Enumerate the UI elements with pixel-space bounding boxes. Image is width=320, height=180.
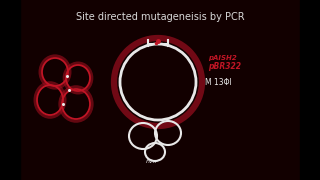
Bar xyxy=(300,0,320,180)
Text: pAISH2: pAISH2 xyxy=(208,55,237,61)
Bar xyxy=(0,0,20,180)
Text: M 13ΦI: M 13ΦI xyxy=(205,78,232,87)
Text: pBR322: pBR322 xyxy=(208,62,241,71)
Text: hvx: hvx xyxy=(146,159,158,164)
Text: Site directed mutageneisis by PCR: Site directed mutageneisis by PCR xyxy=(76,12,244,22)
